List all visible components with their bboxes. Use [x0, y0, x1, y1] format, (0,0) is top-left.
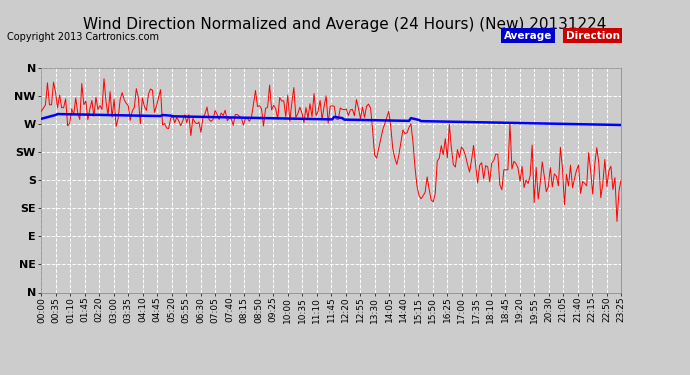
Text: Copyright 2013 Cartronics.com: Copyright 2013 Cartronics.com — [7, 32, 159, 42]
Text: Direction: Direction — [566, 31, 620, 41]
Text: Wind Direction Normalized and Average (24 Hours) (New) 20131224: Wind Direction Normalized and Average (2… — [83, 17, 607, 32]
Text: Average: Average — [504, 31, 552, 41]
